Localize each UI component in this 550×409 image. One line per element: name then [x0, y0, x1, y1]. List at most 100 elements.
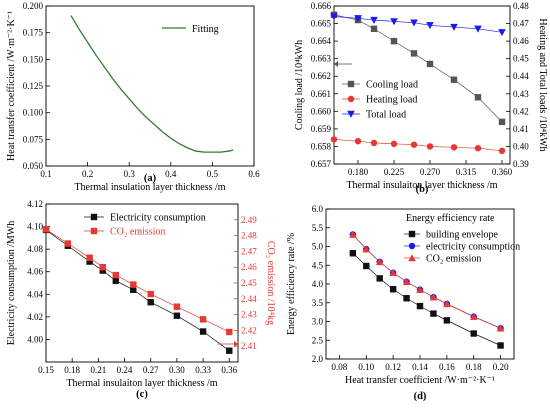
data-point: [226, 347, 233, 354]
data-point: [469, 312, 478, 320]
plot-frame: [45, 5, 255, 167]
data-point: [370, 139, 378, 147]
data-point: [112, 277, 120, 284]
legend-label: CO₂ emission: [426, 254, 481, 265]
legend: Electricity consumption CO₂ emission: [84, 213, 206, 238]
data-point: [474, 94, 482, 101]
y2-tick-label: 2.47: [241, 246, 257, 256]
data-point: [330, 13, 338, 21]
series-3: [330, 13, 506, 37]
arrow-head: [334, 61, 338, 67]
y-tick-label: 4.00: [27, 334, 43, 344]
y2-axis-label: CO₂ emission /10⁴kg: [265, 241, 276, 325]
y2-tick-label: 2.45: [241, 278, 257, 288]
data-point: [426, 22, 434, 30]
legend: Energy efficiency rate building envelopee…: [404, 213, 520, 265]
y2-axis-label: Heating and Total loads /10⁴kWh: [537, 18, 548, 151]
data-point: [99, 264, 106, 271]
series-3: [349, 230, 505, 332]
data-point: [130, 281, 137, 288]
y-tick-label: 0.666: [311, 1, 332, 11]
y-axis-label: Cooling load /10⁴kWh: [294, 40, 305, 130]
data-point: [130, 286, 137, 293]
y-tick-label: 4.06: [27, 267, 43, 277]
y-tick-label: 5.5: [312, 223, 324, 233]
y-tick-label: 0.075: [23, 134, 44, 144]
data-point: [426, 143, 434, 150]
legend-label: CO₂ emission: [110, 227, 165, 238]
data-point: [147, 298, 154, 306]
data-point: [403, 295, 410, 302]
y-tick-label: 0.050: [23, 161, 44, 171]
y-axis-label: Heat transfer coefficient /W·m⁻²·K⁻¹: [6, 11, 17, 161]
y-tick-label: 0.150: [23, 54, 44, 64]
legend-marker: [408, 242, 416, 250]
x-axis-label: Thermal insulaiton layer thickness /m: [346, 180, 497, 191]
chart-b: 0.180 0.225 0.270 0.315 0.360 0.657 0.658 0.659…: [294, 1, 548, 195]
y-tick-label: 0.659: [311, 124, 332, 134]
x-tick-label: 0.6: [248, 169, 260, 179]
y2-tick-label: 0.46: [513, 36, 529, 46]
data-point: [443, 317, 451, 324]
data-point: [349, 250, 357, 257]
x-tick-label: 0.30: [169, 365, 185, 375]
x-tick-label: 0.10: [358, 362, 374, 372]
y2-tick-label: 2.48: [241, 231, 257, 241]
data-point: [354, 137, 362, 145]
data-point: [450, 144, 458, 151]
y-tick-label: 2.5: [312, 335, 324, 345]
data-point: [147, 290, 154, 298]
data-point: [498, 118, 506, 126]
x-tick-label: 0.08: [332, 362, 348, 372]
data-point: [450, 76, 458, 83]
series-line: [45, 228, 230, 333]
y-tick-label: 0.657: [311, 159, 332, 169]
legend-marker: [90, 227, 98, 235]
data-point: [410, 19, 418, 27]
panel-label: (d): [414, 391, 427, 402]
panel-label: (b): [416, 184, 429, 195]
x-axis-label: Thermal insulaiton layer thickness /m: [66, 378, 217, 389]
legend: Fitting: [162, 24, 219, 35]
legend-label: electricity consumption: [426, 242, 520, 253]
legend-marker: [347, 80, 355, 88]
y-tick-label: 0.658: [311, 141, 332, 151]
y2-tick-label: 2.41: [241, 341, 257, 351]
y-tick-label: 5.0: [312, 242, 324, 252]
series-line: [352, 252, 501, 346]
panel-label: (a): [144, 173, 157, 184]
data-point: [416, 302, 424, 310]
x-tick-label: 0.27: [143, 365, 159, 375]
x-tick-label: 0.20: [493, 362, 509, 372]
series-1: [349, 250, 504, 349]
y2-tick-label: 2.49: [241, 215, 257, 225]
data-point: [64, 240, 72, 247]
data-point: [390, 140, 398, 148]
series-2: [330, 136, 506, 155]
data-point: [474, 25, 482, 33]
data-point: [354, 15, 362, 23]
data-point: [112, 271, 120, 279]
data-point: [389, 286, 397, 293]
x-tick-label: 0.18: [466, 362, 482, 372]
x-tick-label: 0.2: [82, 169, 93, 179]
y-tick-label: 0.665: [311, 19, 332, 29]
y-tick-label: 3.5: [312, 298, 324, 308]
data-point: [389, 268, 397, 276]
data-point: [199, 316, 207, 323]
data-point: [498, 147, 506, 155]
x-tick-label: 0.5: [207, 169, 219, 179]
x-tick-label: 0.14: [412, 362, 428, 372]
legend-marker: [347, 95, 355, 103]
x-tick-label: 0.180: [348, 167, 369, 177]
legend-label: Total load: [366, 110, 406, 121]
data-point: [173, 312, 181, 319]
data-point: [498, 29, 506, 37]
y2-tick-label: 0.45: [513, 54, 529, 64]
y-tick-label: 0.175: [23, 28, 44, 38]
data-point: [450, 23, 458, 31]
y-tick-label: 4.02: [27, 312, 43, 322]
x-tick-label: 0.1: [40, 169, 51, 179]
x-tick-label: 0.225: [384, 167, 405, 177]
x-tick-label: 0.36: [221, 365, 237, 375]
